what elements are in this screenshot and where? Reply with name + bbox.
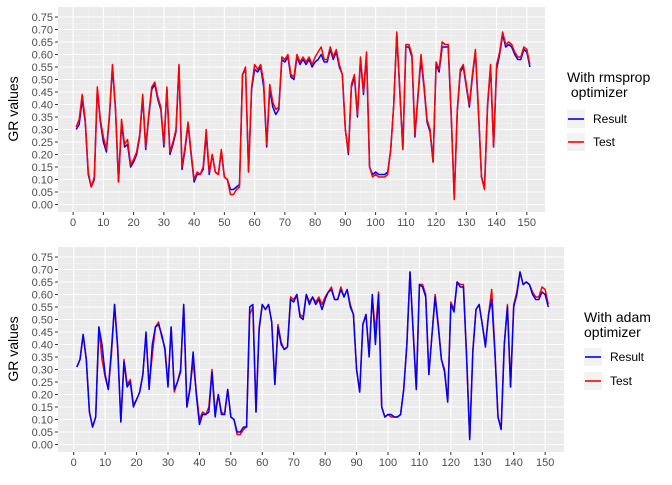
y-tick-label: 0.30: [32, 365, 53, 377]
y-tick-label: 0.70: [32, 265, 53, 277]
legend-label-result: Result: [593, 112, 628, 126]
y-tick-label: 0.15: [32, 162, 53, 174]
x-tick-label: 60: [248, 217, 260, 229]
x-tick-label: 10: [99, 457, 111, 469]
y-tick-label: 0.25: [32, 137, 53, 149]
x-tick-label: 130: [457, 217, 475, 229]
x-tick-label: 30: [162, 457, 174, 469]
y-tick-label: 0.50: [32, 75, 53, 87]
y-tick-label: 0.10: [32, 175, 53, 187]
x-tick-label: 20: [127, 217, 139, 229]
x-tick-label: 40: [193, 457, 205, 469]
legend-label-test: Test: [610, 374, 633, 388]
x-tick-label: 50: [218, 217, 230, 229]
legend-title: optimizer: [584, 324, 641, 340]
y-tick-label: 0.40: [32, 100, 53, 112]
chart-panel-1: 0 10 20 30 40 50 60 70 80 90 100 110 120 130 140 150 0.0…: [5, 7, 650, 229]
x-tick-label: 70: [279, 217, 291, 229]
y-tick-label: 0.55: [32, 302, 53, 314]
y-tick-label: 0.75: [32, 12, 53, 24]
x-tick-label: 90: [339, 217, 351, 229]
legend-title: optimizer: [567, 84, 628, 100]
y-tick-label: 0.65: [32, 37, 53, 49]
x-tick-label: 40: [188, 217, 200, 229]
y-tick-label: 0.40: [32, 340, 53, 352]
x-tick-label: 20: [130, 457, 142, 469]
y-tick-label: 0.50: [32, 315, 53, 327]
y-axis-label: GR values: [5, 76, 21, 141]
legend-title: With rmsprop: [567, 69, 650, 85]
x-tick-label: 120: [442, 457, 460, 469]
legend-label-test: Test: [593, 135, 616, 149]
y-tick-label: 0.35: [32, 112, 53, 124]
y-tick-label: 0.05: [32, 427, 53, 439]
plot-background: [58, 247, 564, 452]
chart-panel-2: 0 10 20 30 40 50 60 70 80 90 100 110 120 130 140 150 0.0…: [5, 247, 651, 469]
y-tick-label: 0.30: [32, 125, 53, 137]
y-tick-label: 0.00: [32, 200, 53, 212]
y-tick-label: 0.75: [32, 252, 53, 264]
x-tick-label: 120: [427, 217, 445, 229]
x-tick-label: 0: [71, 457, 77, 469]
legend-title: With adam: [584, 309, 651, 325]
x-tick-label: 60: [256, 457, 268, 469]
x-tick-label: 0: [70, 217, 76, 229]
legend: With rmsprop optimizer Result Test: [567, 69, 650, 151]
legend-label-result: Result: [610, 350, 645, 364]
y-tick-label: 0.35: [32, 352, 53, 364]
y-tick-label: 0.15: [32, 402, 53, 414]
series-line-test: [75, 31, 531, 201]
x-tick-label: 110: [411, 457, 429, 469]
series-line-result: [76, 271, 550, 441]
y-tick-label: 0.20: [32, 390, 53, 402]
x-tick-label: 100: [379, 457, 397, 469]
x-tick-label: 150: [518, 217, 536, 229]
y-tick-label: 0.55: [32, 62, 53, 74]
y-tick-label: 0.60: [32, 50, 53, 62]
y-tick-label: 0.45: [32, 327, 53, 339]
x-tick-label: 100: [366, 217, 384, 229]
y-tick-label: 0.65: [32, 277, 53, 289]
x-tick-label: 130: [473, 457, 491, 469]
y-tick-label: 0.60: [32, 290, 53, 302]
y-axis-label: GR values: [5, 316, 21, 381]
x-tick-label: 150: [536, 457, 554, 469]
x-tick-label: 70: [288, 457, 300, 469]
x-tick-label: 110: [397, 217, 415, 229]
y-tick-label: 0.45: [32, 87, 53, 99]
x-tick-label: 30: [158, 217, 170, 229]
plot-background: [58, 7, 545, 212]
y-tick-label: 0.10: [32, 415, 53, 427]
y-tick-label: 0.70: [32, 25, 53, 37]
y-tick-label: 0.05: [32, 187, 53, 199]
x-tick-label: 140: [487, 217, 505, 229]
y-tick-label: 0.00: [32, 440, 53, 452]
x-tick-label: 140: [505, 457, 523, 469]
x-tick-label: 10: [97, 217, 109, 229]
x-tick-label: 90: [350, 457, 362, 469]
y-tick-label: 0.20: [32, 150, 53, 162]
x-tick-label: 50: [225, 457, 237, 469]
y-tick-label: 0.25: [32, 377, 53, 389]
x-tick-label: 80: [319, 457, 331, 469]
x-tick-label: 80: [309, 217, 321, 229]
